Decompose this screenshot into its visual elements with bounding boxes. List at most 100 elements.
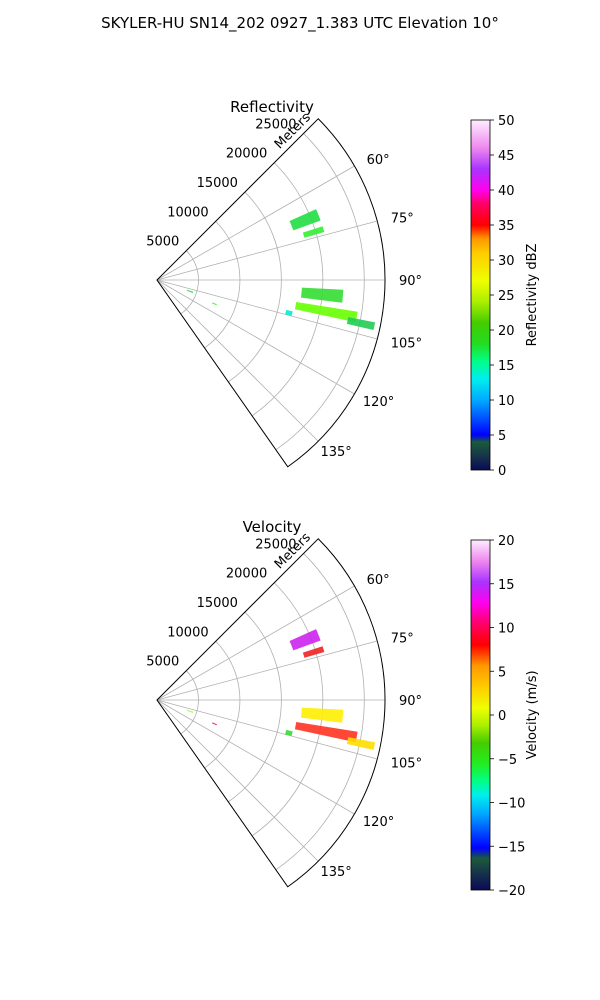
sector-outline [156,118,386,468]
range-ring [204,641,241,769]
echo-region [346,737,376,750]
colorbar-tick-label: 0 [498,709,506,724]
colorbar-tick-label: −20 [498,884,525,899]
sector-outline [156,538,386,888]
range-tick-label: 15000 [197,596,238,611]
panel-title: Reflectivity [230,98,314,116]
echo-region [294,722,358,743]
range-ring [275,553,365,871]
azimuth-tick-label: 60° [367,153,390,168]
reflectivity-colorbar: 0 5 10 15 20 25 30 35 40 45 50 Reflectivity dBZ [470,114,540,479]
colorbar-label: Velocity (m/s) [525,670,540,759]
azimuth-spoke [156,699,319,862]
azimuth-tick-labels: 60° 75° 90° 105° 120° 135° [320,573,422,880]
azimuth-tick-label: 105° [391,337,422,352]
colorbar-tick-label: 5 [498,665,506,680]
range-ring [275,133,365,451]
sector-frame [156,538,386,888]
azimuth-spoke [156,220,378,281]
colorbar-tick-label: 10 [498,394,515,409]
azimuth-tick-labels: 60° 75° 90° 105° 120° 135° [320,153,422,460]
echo-layer [186,629,376,750]
colorbar-tick-label: −10 [498,797,525,812]
sector-frame [156,118,386,468]
colorbar-ticks: −20 −15 −10 −5 0 5 10 15 20 [490,534,525,899]
azimuth-spoke [156,699,355,815]
colorbar-tick-label: 5 [498,429,506,444]
echo-region [302,226,325,238]
azimuth-spoke [156,585,355,701]
azimuth-spoke [156,640,378,701]
azimuth-spoke [156,699,378,760]
colorbar-tick-label: 0 [498,464,506,479]
azimuth-tick-label: 105° [391,757,422,772]
colorbar-tick-label: 15 [498,359,515,374]
figure-title: SKYLER-HU SN14_202 0927_1.383 UTC Elevat… [101,14,499,32]
echo-region [186,289,194,294]
colorbar-tick-label: 35 [498,219,515,234]
colorbar-ticks: 0 5 10 15 20 25 30 35 40 45 50 [490,114,515,479]
echo-region [285,729,293,737]
panel-title: Velocity [243,518,302,536]
colorbar-tick-label: 45 [498,149,515,164]
colorbar-tick-label: −5 [498,753,517,768]
range-tick-label: 25000 [255,537,296,552]
colorbar-tick-label: 20 [498,534,515,549]
echo-region [301,707,344,723]
range-tick-label: 25000 [255,117,296,132]
colorbar-tick-label: −15 [498,840,525,855]
echo-region [211,302,217,306]
colorbar-tick-label: 15 [498,578,515,593]
colorbar-tick-label: 25 [498,289,515,304]
range-ring [204,221,241,349]
colorbar-gradient [470,539,491,891]
velocity-panel: Velocity 5000 10000 15000 20000 25000 60° 75°… [146,518,540,899]
range-ring [228,191,282,383]
range-tick-label: 5000 [146,235,179,250]
colorbar-gradient [470,119,491,471]
azimuth-tick-label: 75° [391,211,414,226]
polar-grid [156,553,385,871]
colorbar-tick-label: 30 [498,254,515,269]
echo-region [289,629,321,651]
range-tick-labels: 5000 10000 15000 20000 25000 [146,537,296,669]
reflectivity-panel: Reflectivity 5000 10000 15000 20000 25000 60… [146,98,540,479]
range-ring [180,670,199,735]
echo-region [301,287,344,303]
echo-region [211,722,217,726]
polar-grid [156,133,385,451]
range-ring [180,250,199,315]
range-tick-label: 10000 [167,205,208,220]
range-tick-label: 10000 [167,625,208,640]
azimuth-spoke [156,279,378,340]
range-tick-label: 15000 [197,176,238,191]
echo-region [294,302,358,323]
velocity-colorbar: −20 −15 −10 −5 0 5 10 15 20 Velocity (m/s) [470,534,540,899]
azimuth-spoke [156,165,355,281]
azimuth-tick-label: 120° [363,395,394,410]
echo-region [186,709,194,714]
echo-region [302,646,325,658]
colorbar-tick-label: 20 [498,324,515,339]
echo-layer [186,209,376,330]
echo-region [285,309,293,317]
azimuth-tick-label: 90° [399,274,422,289]
echo-region [289,209,321,231]
range-tick-label: 5000 [146,655,179,670]
colorbar-tick-label: 40 [498,184,515,199]
azimuth-tick-label: 90° [399,694,422,709]
azimuth-tick-label: 135° [320,865,351,880]
azimuth-spoke [156,279,355,395]
azimuth-tick-label: 120° [363,815,394,830]
azimuth-tick-label: 75° [391,631,414,646]
range-tick-label: 20000 [226,147,267,162]
azimuth-spoke [156,279,319,442]
echo-region [346,317,376,330]
azimuth-tick-label: 135° [320,445,351,460]
range-tick-labels: 5000 10000 15000 20000 25000 [146,117,296,249]
azimuth-tick-label: 60° [367,573,390,588]
range-ring [228,611,282,803]
colorbar-tick-label: 50 [498,114,515,129]
colorbar-tick-label: 10 [498,622,515,637]
